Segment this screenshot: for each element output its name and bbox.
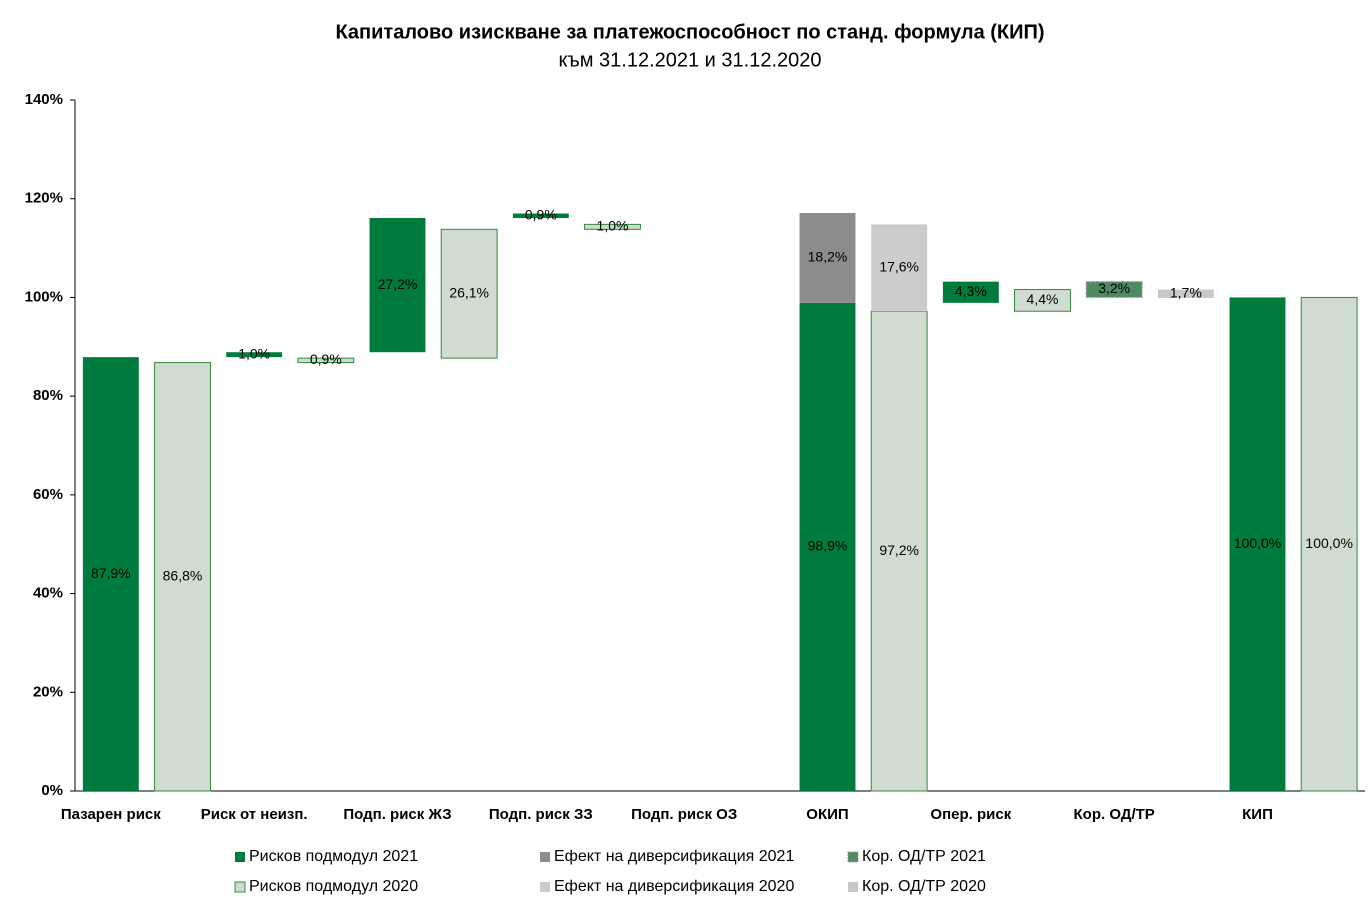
data-label: 4,4% [1027, 291, 1059, 307]
y-tick-label: 60% [33, 486, 63, 503]
data-label: 100,0% [1234, 535, 1281, 551]
bar [942, 281, 999, 303]
bar [369, 217, 426, 353]
data-label: 1,7% [1170, 284, 1202, 300]
data-label: 3,2% [1098, 280, 1130, 296]
bar [1157, 289, 1214, 298]
legend-swatch [235, 852, 245, 862]
x-tick-label: КИП [1242, 806, 1273, 823]
y-tick-label: 100% [25, 288, 63, 305]
bar [1229, 297, 1286, 791]
x-tick-label: ОКИП [806, 806, 848, 823]
x-tick-label: Подп. риск ЖЗ [343, 806, 451, 823]
legend-label: Рисков подмодул 2021 [249, 848, 418, 865]
bar [1014, 289, 1071, 312]
x-tick-label: Подп. риск ЗЗ [489, 806, 593, 823]
data-label: 1,0% [238, 345, 270, 361]
data-label: 86,8% [163, 567, 203, 583]
bar [584, 223, 641, 230]
bar [871, 224, 928, 312]
data-label: 17,6% [879, 259, 919, 275]
legend-label: Рисков подмодул 2020 [249, 878, 418, 895]
data-label: 87,9% [91, 565, 131, 581]
data-label: 98,9% [808, 538, 848, 554]
data-label: 1,0% [597, 218, 629, 234]
bar [440, 228, 498, 359]
bar [799, 213, 856, 303]
chart-subtitle: към 31.12.2021 и 31.12.2020 [558, 49, 821, 71]
bar [870, 310, 928, 792]
chart-title: Капиталово изискване за платежоспособнос… [335, 21, 1044, 43]
bar [799, 302, 856, 791]
y-tick-label: 40% [33, 585, 63, 602]
x-tick-label: Риск от неизп. [201, 806, 308, 823]
bar [82, 357, 139, 791]
bar [1085, 281, 1143, 298]
bar [1300, 296, 1358, 792]
legend-swatch [234, 881, 246, 893]
y-tick-label: 80% [33, 387, 63, 404]
legend-swatch [540, 852, 550, 862]
x-tick-label: Пазарен риск [61, 806, 161, 823]
legend-swatch [847, 851, 859, 863]
bar [154, 362, 211, 792]
x-tick-label: Кор. ОД/ТР [1074, 806, 1155, 823]
data-label: 4,3% [955, 283, 987, 299]
legend-swatch [540, 882, 550, 892]
legend-label: Кор. ОД/ТР 2021 [862, 848, 986, 865]
legend-label: Ефект на диверсификация 2020 [554, 878, 794, 895]
data-label: 100,0% [1305, 535, 1352, 551]
data-label: 0,9% [525, 206, 557, 222]
y-tick-label: 140% [25, 91, 63, 108]
y-tick-label: 120% [25, 190, 63, 207]
bar [226, 352, 283, 358]
bar [512, 213, 569, 218]
data-label: 97,2% [879, 542, 919, 558]
y-tick-label: 20% [33, 683, 63, 700]
bar [297, 357, 355, 364]
data-label: 26,1% [449, 284, 489, 300]
data-label: 18,2% [808, 249, 848, 265]
legend-swatch [848, 882, 858, 892]
data-label: 27,2% [378, 276, 418, 292]
data-label: 0,9% [310, 351, 342, 367]
x-tick-label: Опер. риск [930, 806, 1011, 823]
legend-label: Ефект на диверсификация 2021 [554, 848, 794, 865]
y-tick-label: 0% [41, 782, 63, 799]
legend-label: Кор. ОД/ТР 2020 [862, 878, 986, 895]
x-tick-label: Подп. риск ОЗ [631, 806, 737, 823]
